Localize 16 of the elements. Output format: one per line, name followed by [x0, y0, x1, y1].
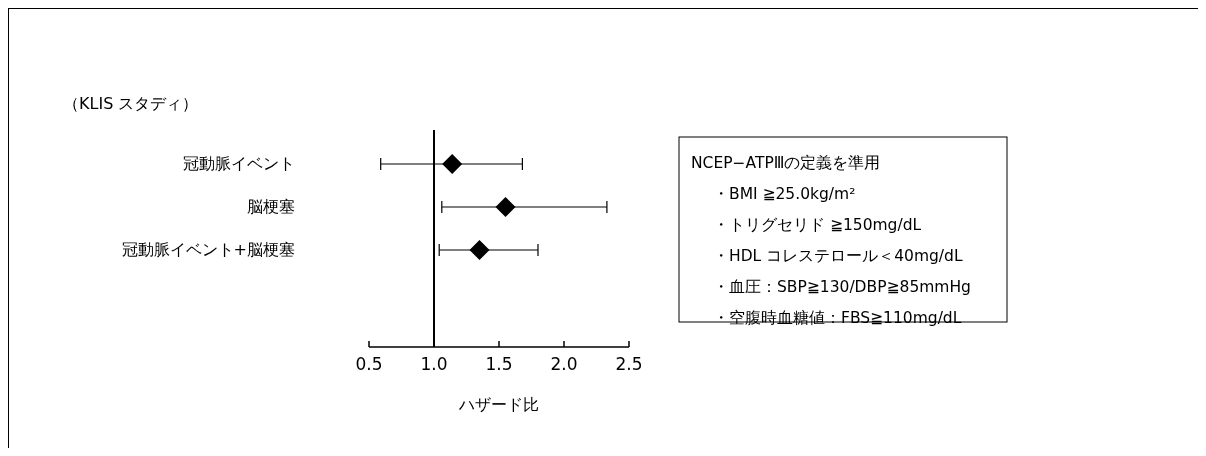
text: ・BMI ≧25.0kg/m²: [713, 185, 856, 203]
text: ・空腹時血糖値：FBS≧110mg/dL: [713, 309, 962, 327]
y-tick-label: 冠動脈イベント+脳梗塞: [121, 240, 295, 260]
text: NCEP−ATPⅢの定義を準用: [691, 154, 881, 172]
text: ・血圧：SBP≧130/DBP≧85mmHg: [713, 278, 971, 296]
x-tick-label: 2.5: [615, 354, 643, 374]
x-tick-label: 0.5: [355, 354, 383, 374]
x-axis-title: ハザード比: [458, 395, 539, 414]
text: ・HDL コレステロール＜40mg/dL: [713, 247, 963, 265]
x-tick-label: 2.0: [550, 354, 578, 374]
x-tick-label: 1.0: [420, 354, 448, 374]
text: ・トリグセリド ≧150mg/dL: [713, 216, 922, 234]
y-tick-label: 冠動脈イベント: [183, 154, 295, 174]
y-tick-label: 脳梗塞: [247, 197, 295, 217]
text: （KLIS スタディ）: [63, 94, 199, 113]
x-tick-label: 1.5: [485, 354, 513, 374]
